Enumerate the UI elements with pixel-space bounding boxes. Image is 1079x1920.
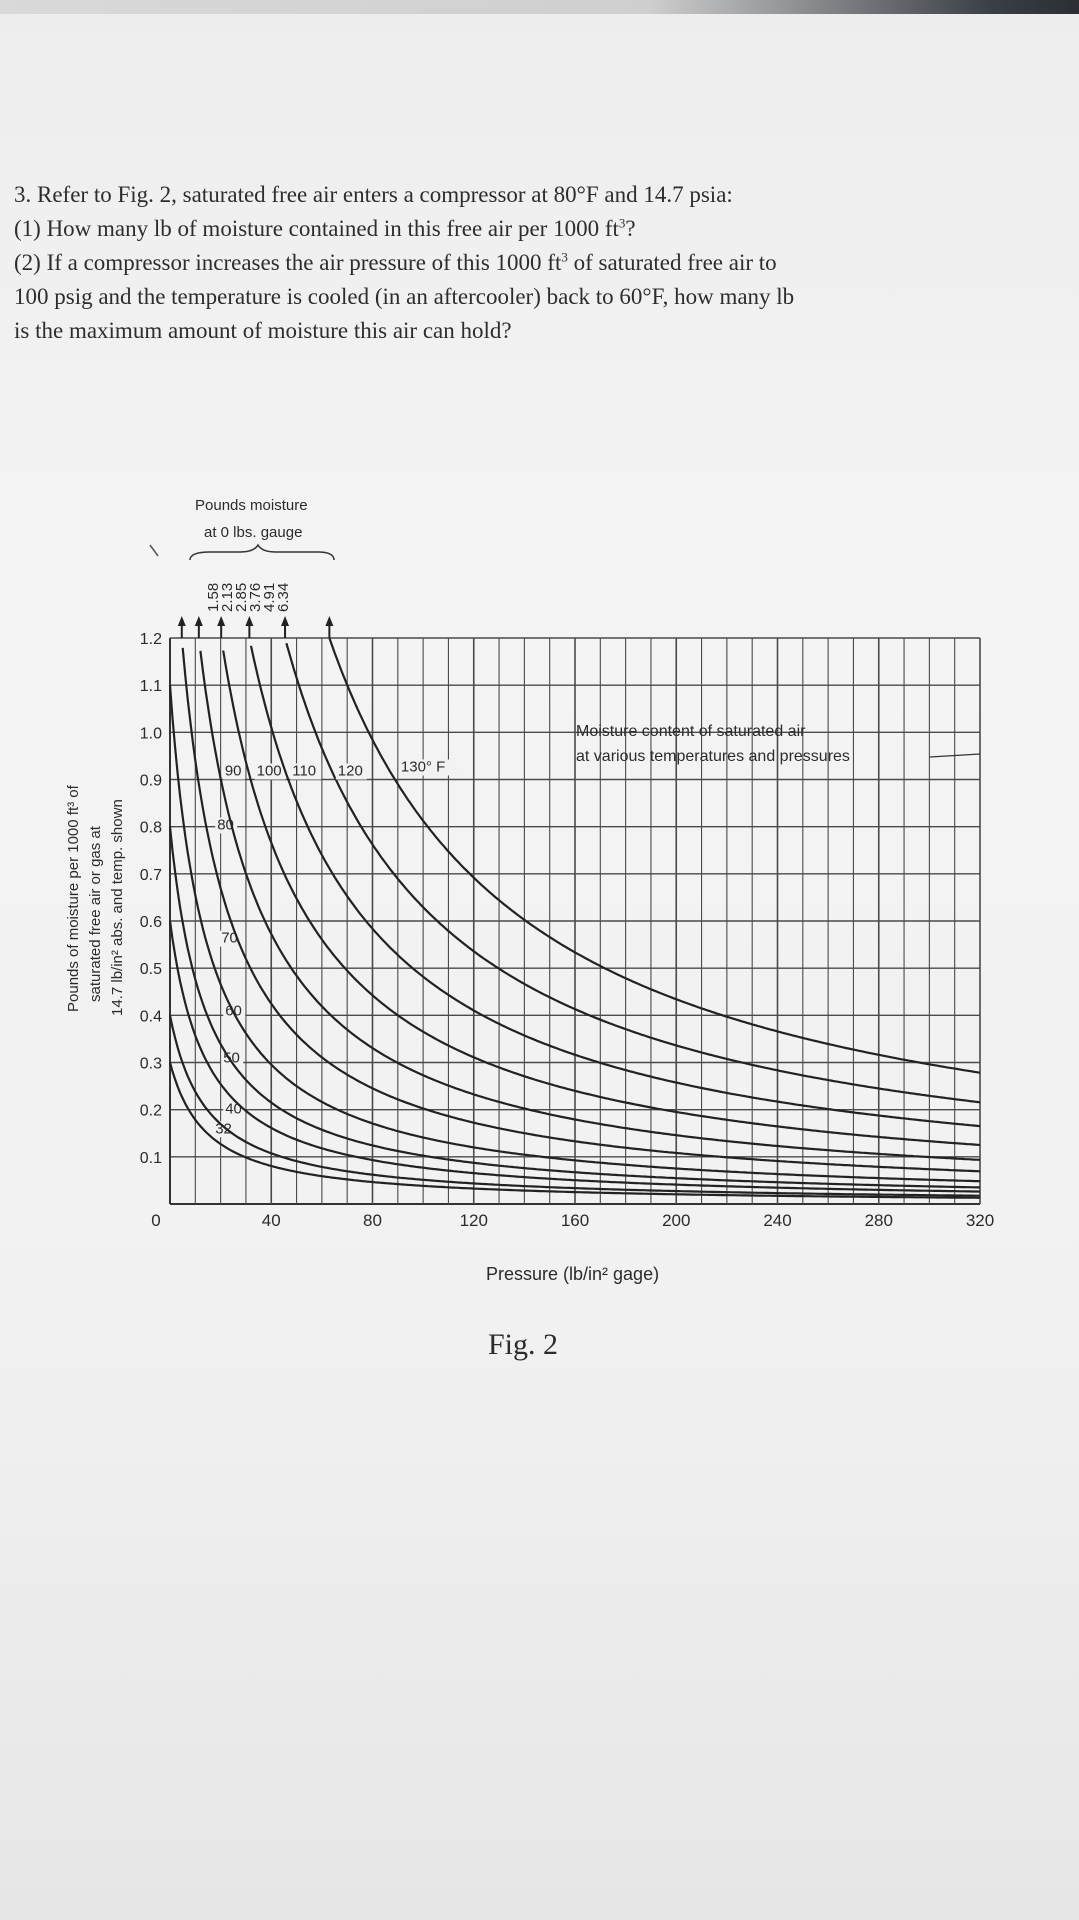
question-line-2-end: ? (625, 216, 636, 241)
top-value-label: 6.34 (275, 583, 292, 612)
top-value-label: 2.13 (219, 583, 236, 612)
curve-110F (249, 645, 981, 1128)
curve-label-bg (222, 763, 245, 780)
top-arrow-head (245, 616, 254, 626)
top-value-label: 3.76 (247, 583, 264, 612)
x-tick-label: 240 (763, 1211, 791, 1230)
curve-32F (168, 1062, 980, 1199)
y-tick-label: 1.0 (140, 725, 162, 742)
question-line-2: (1) How many lb of moisture contained in… (14, 212, 1054, 246)
x-tick-label: 40 (262, 1211, 281, 1230)
curve-120F (285, 642, 981, 1104)
curve-label-70F: 70 (221, 930, 238, 947)
box-title-line-1: Moisture content of saturated air (576, 723, 806, 740)
cubic-superscript: 3 (618, 215, 626, 231)
x-axis-label: Pressure (lb/in² gage) (486, 1264, 659, 1284)
top-value-label: 2.85 (233, 583, 250, 612)
curve-label-bg (213, 1121, 236, 1138)
curve-60F (168, 826, 980, 1189)
question-line-4: 100 psig and the temperature is cooled (… (14, 284, 795, 309)
y-tick-label: 0.8 (140, 820, 162, 837)
x-tick-label: 0 (151, 1211, 160, 1230)
top-label-line-1: Pounds moisture (195, 497, 308, 514)
y-tick-label: 0.3 (140, 1056, 162, 1073)
chart-ticks: 0.1 0.2 0.3 0.4 0.5 0.6 0.7 0.8 0.9 1.0 1.1 1.2 0 40 8… (140, 631, 994, 1230)
y-tick-label: 0.1 (140, 1150, 162, 1167)
y-tick-label: 0.9 (140, 773, 162, 790)
top-value-label: 1.58 (205, 583, 222, 612)
y-tick-label: 0.5 (140, 961, 162, 978)
curve-label-40F: 40 (225, 1101, 242, 1118)
y-tick-label: 1.1 (140, 678, 162, 695)
figure-caption: Fig. 2 (488, 1328, 559, 1361)
curve-label-110F: 110 (292, 763, 316, 780)
cubic-superscript: 3 (561, 249, 568, 265)
x-tick-label: 120 (460, 1211, 488, 1230)
y-tick-label: 0.2 (140, 1103, 162, 1120)
question-line-3-end: of saturated free air to (567, 250, 777, 275)
x-tick-label: 200 (662, 1211, 690, 1230)
y-axis-label-line-1: Pounds of moisture per 1000 ft³ of (65, 784, 82, 1012)
curve-label-32F: 32 (215, 1120, 232, 1137)
top-arrow-head (194, 616, 203, 626)
y-axis-label-line-3: 14.7 lb/in² abs. and temp. shown (109, 799, 126, 1016)
question-line-3: (2) If a compressor increases the air pr… (14, 246, 1054, 280)
box-title-line-2: at various temperatures and pressures (576, 748, 850, 765)
question-line-2-text: (1) How many lb of moisture contained in… (14, 216, 619, 241)
top-label-brace (189, 543, 335, 561)
curve-70F (168, 685, 981, 1183)
y-tick-label: 0.4 (140, 1008, 162, 1025)
curve-100F (222, 650, 981, 1147)
question-line-5: is the maximum amount of moisture this a… (14, 318, 512, 343)
top-arrow-head (325, 616, 334, 626)
x-tick-label: 80 (363, 1211, 382, 1230)
y-axis-label-line-2: saturated free air or gas at (87, 825, 104, 1002)
curve-label-120F: 120 (338, 763, 363, 780)
y-axis-label: Pounds of moisture per 1000 ft³ of satur… (65, 784, 126, 1016)
x-tick-label: 320 (966, 1211, 994, 1230)
curve-50F (168, 920, 981, 1193)
curve-40F (168, 1015, 980, 1197)
curve-80F (181, 647, 981, 1173)
x-tick-label: 280 (865, 1211, 893, 1230)
curve-label-90F: 90 (225, 763, 242, 780)
top-value-label: 4.91 (261, 583, 278, 612)
curve-90F (199, 650, 981, 1161)
curve-label-bg (398, 759, 457, 776)
top-arrow-head (281, 616, 290, 626)
curve-label-130F: 130° F (401, 759, 445, 776)
x-tick-label: 160 (561, 1211, 589, 1230)
paper-top-edge (0, 0, 1079, 14)
box-title-underline (929, 753, 981, 758)
question-line-3-text: (2) If a compressor increases the air pr… (14, 250, 562, 275)
stray-mark (149, 544, 159, 557)
question-text: 3. Refer to Fig. 2, saturated free air e… (14, 178, 1054, 348)
top-label-line-2: at 0 lbs. gauge (204, 524, 302, 541)
top-arrow-head (177, 616, 186, 626)
question-line-1: 3. Refer to Fig. 2, saturated free air e… (14, 182, 733, 207)
curve-label-bg (254, 763, 286, 780)
top-arrow-head (217, 616, 226, 626)
y-tick-label: 1.2 (140, 631, 162, 648)
curve-label-bg (290, 763, 322, 780)
curve-label-100F: 100 (257, 763, 282, 780)
top-value-arrows: 1.582.132.853.764.916.34 (177, 583, 334, 638)
curve-label-bg (335, 763, 367, 780)
curve-130F (328, 637, 981, 1074)
y-tick-label: 0.6 (140, 914, 162, 931)
y-tick-label: 0.7 (140, 867, 162, 884)
